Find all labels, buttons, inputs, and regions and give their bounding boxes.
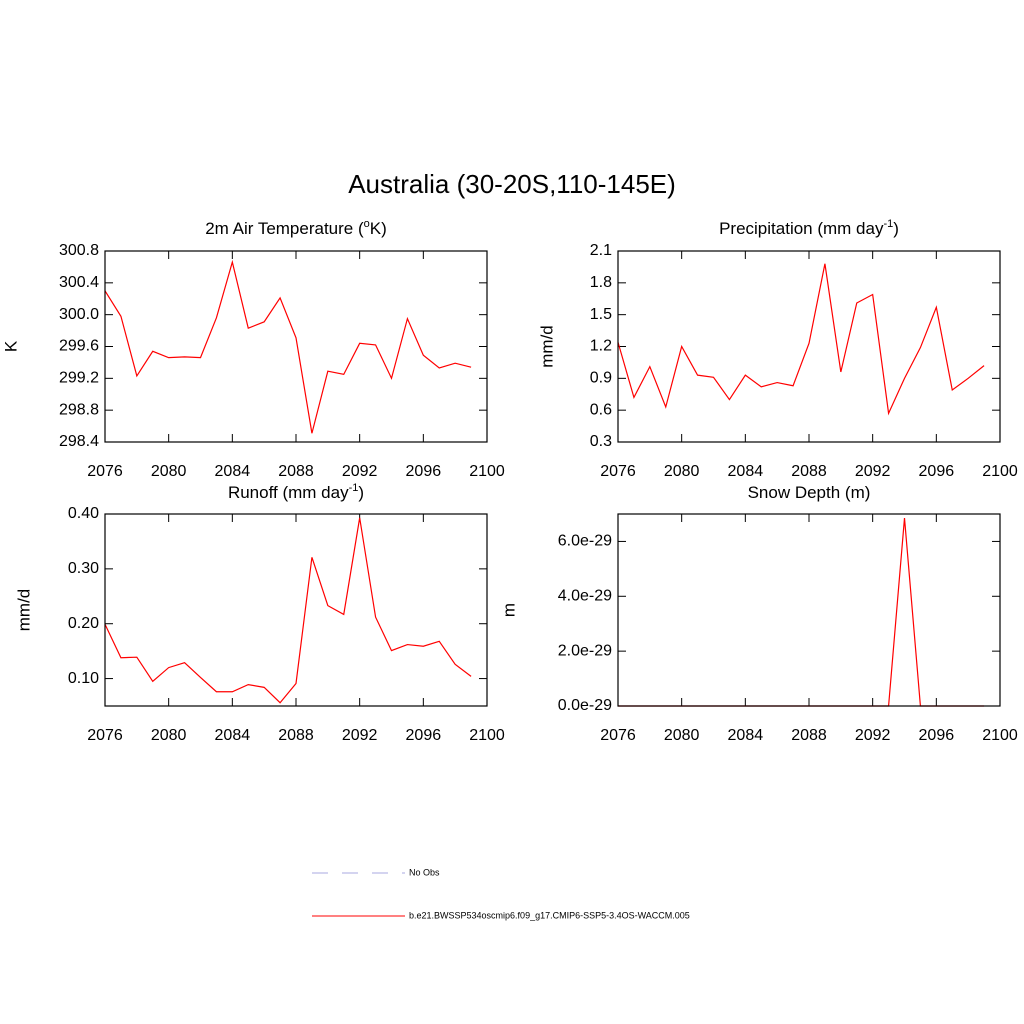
x-tick-label: 2080 [664, 463, 700, 480]
title-part: K) [370, 219, 387, 238]
x-tick-label: 2100 [982, 727, 1018, 744]
plot-frame [104, 513, 488, 707]
x-tick-label: 2100 [469, 727, 505, 744]
y-tick-label: 1.8 [590, 274, 612, 291]
x-tick-label: 2092 [342, 463, 378, 480]
panel: Runoff (mm day-1) mm/d 2076 2080 2084 2088 209… [14, 482, 504, 744]
y-tick-label: 0.3 [590, 433, 612, 450]
x-tick-label: 2084 [215, 463, 251, 480]
x-tick-label: 2084 [215, 727, 251, 744]
legend-label: b.e21.BWSSP534oscmip6.f09_g17.CMIP6-SSP5… [409, 910, 690, 920]
y-tick-label: 0.20 [68, 615, 99, 632]
x-tick-label: 2076 [600, 727, 636, 744]
legend-label: No Obs [409, 867, 440, 877]
plot-frame [104, 250, 488, 443]
data-line [617, 263, 985, 416]
title-part: ) [358, 483, 364, 502]
plot-frame [617, 513, 1001, 707]
x-tick-label: 2084 [728, 463, 764, 480]
x-tick-label: 2092 [855, 727, 891, 744]
y-tick-label: 298.8 [59, 401, 99, 418]
y-tick-label: 298.4 [59, 433, 99, 450]
title-part: Runoff (mm day [228, 483, 349, 502]
x-tick-label: 2088 [278, 463, 314, 480]
title-part: -1 [349, 482, 359, 494]
y-tick-label: 299.2 [59, 370, 99, 387]
panel-title: Runoff (mm day-1) [228, 482, 364, 503]
x-tick-label: 2096 [919, 463, 955, 480]
x-tick-label: 2088 [791, 463, 827, 480]
y-axis-label: mm/d [14, 589, 33, 632]
data-line [104, 259, 472, 434]
x-tick-label: 2092 [855, 463, 891, 480]
x-tick-label: 2076 [87, 727, 123, 744]
x-tick-label: 2080 [151, 463, 187, 480]
x-tick-label: 2076 [87, 463, 123, 480]
y-tick-label: 0.6 [590, 401, 612, 418]
y-tick-label: 2.0e-29 [558, 642, 612, 659]
data-line [104, 517, 472, 704]
plot-frame [617, 250, 1001, 443]
y-axis-label: mm/d [537, 325, 556, 368]
x-tick-label: 2088 [278, 727, 314, 744]
figure-title: Australia (30-20S,110-145E) [348, 169, 676, 199]
x-tick-label: 2084 [728, 727, 764, 744]
title-part: o [364, 218, 370, 230]
title-part: 2m Air Temperature ( [205, 219, 364, 238]
title-part: Snow Depth (m) [748, 483, 871, 502]
x-tick-label: 2088 [791, 727, 827, 744]
panel-title: Snow Depth (m) [748, 483, 871, 502]
y-tick-label: 4.0e-29 [558, 588, 612, 605]
x-tick-label: 2100 [982, 463, 1018, 480]
y-tick-label: 0.30 [68, 560, 99, 577]
title-part: ) [893, 219, 899, 238]
x-tick-label: 2076 [600, 463, 636, 480]
x-tick-label: 2096 [406, 727, 442, 744]
x-tick-label: 2080 [151, 727, 187, 744]
panel-title: Precipitation (mm day-1) [719, 218, 899, 239]
x-tick-label: 2092 [342, 727, 378, 744]
panel-title: 2m Air Temperature (oK) [205, 218, 387, 239]
y-tick-label: 0.9 [590, 370, 612, 387]
y-tick-label: 1.5 [590, 306, 612, 323]
y-tick-label: 0.10 [68, 670, 99, 687]
y-axis-label: m [499, 603, 518, 617]
panel: Precipitation (mm day-1) mm/d 2076 2080 2084… [537, 218, 1017, 480]
y-tick-label: 299.6 [59, 338, 99, 355]
x-tick-label: 2080 [664, 727, 700, 744]
panel: Snow Depth (m) m 2076 2080 2084 2088 2092 2096 2… [499, 483, 1017, 744]
y-tick-label: 1.2 [590, 338, 612, 355]
y-tick-label: 6.0e-29 [558, 533, 612, 550]
y-tick-label: 300.8 [59, 242, 99, 259]
x-tick-label: 2096 [919, 727, 955, 744]
y-tick-label: 0.40 [68, 505, 99, 522]
x-tick-label: 2096 [406, 463, 442, 480]
y-tick-label: 300.0 [59, 306, 99, 323]
panel: 2m Air Temperature (oK) K 2076 2080 2084 2088… [1, 218, 504, 480]
y-tick-label: 0.0e-29 [558, 697, 612, 714]
title-part: -1 [883, 218, 893, 230]
title-part: Precipitation (mm day [719, 219, 884, 238]
data-line [618, 518, 985, 707]
x-tick-label: 2100 [469, 463, 505, 480]
y-tick-label: 300.4 [59, 274, 99, 291]
y-axis-label: K [1, 340, 20, 352]
y-tick-label: 2.1 [590, 242, 612, 259]
